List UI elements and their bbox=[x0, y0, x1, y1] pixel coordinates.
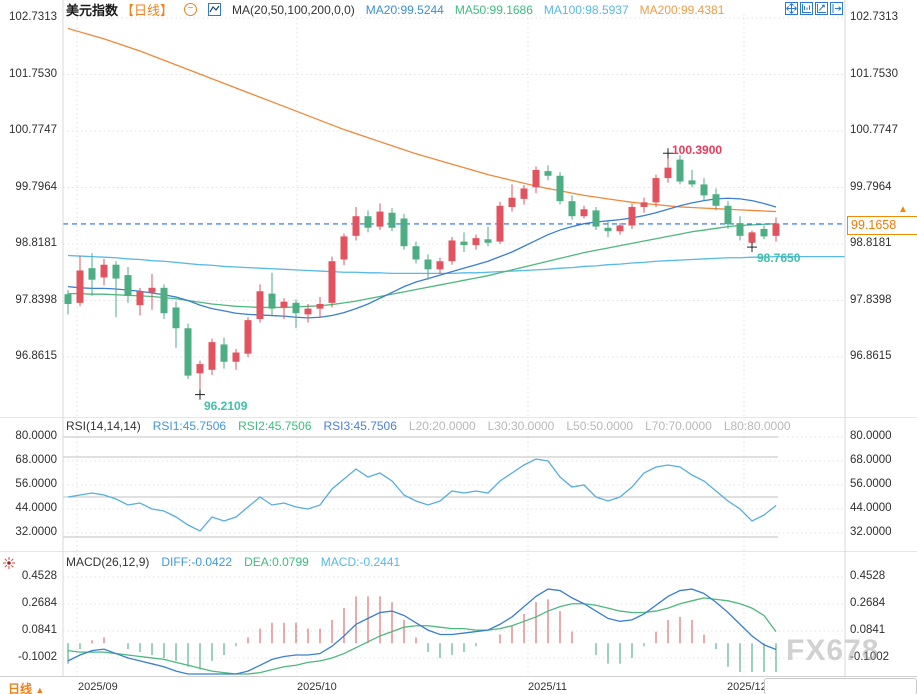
rsi-y-axis-label: 32.0000 bbox=[850, 526, 892, 538]
main-y-axis-label: 96.8615 bbox=[850, 350, 892, 363]
rsi-name: RSI(14,14,14) bbox=[66, 419, 141, 433]
main-y-axis-label: 101.7530 bbox=[850, 67, 898, 80]
rsi-l20: L20:20.0000 bbox=[408, 419, 476, 433]
macd-name: MACD(26,12,9) bbox=[66, 555, 150, 569]
month-label-nov: 2025/11 bbox=[528, 681, 567, 693]
rsi-y-axis-label: 80.0000 bbox=[850, 430, 892, 442]
rsi2-value: RSI2:45.7506 bbox=[238, 419, 312, 433]
jump-latest-icon[interactable] bbox=[830, 2, 843, 15]
indicator-icon[interactable] bbox=[2, 556, 16, 575]
rsi-l50: L50:50.0000 bbox=[566, 419, 634, 433]
chart-type-icon[interactable] bbox=[208, 3, 222, 16]
sep-low-price-label: 96.2109 bbox=[204, 399, 248, 413]
main-y-axis-label: 97.8398 bbox=[15, 293, 57, 306]
rsi1-value: RSI1:45.7506 bbox=[152, 419, 227, 433]
main-y-axis-label: 100.7747 bbox=[850, 124, 898, 136]
interval-tag: 【日线】 bbox=[121, 3, 174, 18]
rsi-l70: L70:70.0000 bbox=[645, 419, 712, 433]
main-y-axis-label: 98.8181 bbox=[15, 237, 57, 250]
macd-y-axis-label: 0.0841 bbox=[21, 623, 57, 636]
month-label-sep: 2025/09 bbox=[78, 681, 118, 693]
collapse-icon[interactable]: − bbox=[184, 3, 198, 16]
main-y-axis-label: 99.7964 bbox=[15, 180, 57, 193]
diff-value: DIFF:-0.0422 bbox=[161, 555, 233, 569]
rsi3-value: RSI3:45.7506 bbox=[323, 419, 397, 433]
watermark: FX678 bbox=[786, 634, 880, 667]
rsi-y-axis-label: 44.0000 bbox=[15, 502, 57, 514]
rsi-y-axis-label: 56.0000 bbox=[15, 478, 57, 490]
rsi-y-axis-label: 68.0000 bbox=[15, 454, 57, 466]
month-label-oct: 2025/10 bbox=[297, 681, 337, 693]
main-y-axis-label: 97.8398 bbox=[850, 293, 892, 306]
symbol-title: 美元指数 bbox=[66, 3, 119, 18]
macd-y-axis-label: -0.1002 bbox=[17, 650, 57, 663]
rsi-y-axis-label: 56.0000 bbox=[850, 478, 892, 490]
scale-x-icon[interactable] bbox=[815, 2, 828, 15]
main-y-axis-label: 96.8615 bbox=[15, 350, 57, 363]
main-y-axis-label: 102.7313 bbox=[850, 11, 898, 23]
interval-button[interactable]: 日线 ▲ bbox=[8, 682, 45, 694]
main-y-axis-label: 101.7530 bbox=[9, 67, 57, 80]
rsi-y-axis-label: 32.0000 bbox=[15, 526, 57, 538]
ma50-value: MA50:99.1686 bbox=[454, 2, 533, 17]
main-y-axis-label: 99.7964 bbox=[850, 180, 892, 193]
rsi-header: RSI(14,14,14) RSI1:45.7506 RSI2:45.7506 … bbox=[66, 419, 791, 433]
main-y-axis-label: 98.8181 bbox=[850, 237, 892, 250]
scale-y-icon[interactable] bbox=[800, 2, 813, 15]
rsi-y-axis-label: 68.0000 bbox=[850, 454, 892, 466]
main-y-axis-label: 102.7313 bbox=[9, 11, 57, 23]
main-y-axis-label: 100.7747 bbox=[9, 124, 57, 136]
ma20-value: MA20:99.5244 bbox=[365, 2, 444, 17]
dea-value: DEA:0.0799 bbox=[244, 555, 309, 569]
rsi-y-axis-label: 80.0000 bbox=[15, 430, 57, 442]
ma200-value: MA200:99.4381 bbox=[639, 2, 725, 17]
ma100-value: MA100:98.5937 bbox=[543, 2, 629, 17]
macd-y-axis-label: 0.4528 bbox=[21, 569, 57, 582]
rsi-l80: L80:80.0000 bbox=[723, 419, 791, 433]
pan-icon[interactable] bbox=[785, 2, 798, 15]
macd-value: MACD:-0.2441 bbox=[320, 555, 401, 569]
macd-y-axis-label: 0.2684 bbox=[850, 596, 886, 609]
chart-header: 美元指数 【日线】 − MA(20,50,100,200,0,0) MA20:9… bbox=[66, 2, 725, 19]
high-price-label: 100.3900 bbox=[672, 143, 723, 157]
macd-y-axis-label: 0.2684 bbox=[21, 596, 57, 609]
price-up-arrow-icon: ▲ bbox=[898, 204, 908, 215]
macd-y-axis-label: -0.1002 bbox=[850, 650, 890, 663]
macd-header: MACD(26,12,9) DIFF:-0.0422 DEA:0.0799 MA… bbox=[66, 555, 400, 569]
current-price-tag: 99.1658 bbox=[847, 216, 917, 235]
ma-settings-label: MA(20,50,100,200,0,0) bbox=[232, 2, 355, 17]
h-scrollbar[interactable] bbox=[764, 678, 917, 694]
dec-low-price-label: 98.7650 bbox=[757, 251, 801, 265]
month-label-dec: 2025/12 bbox=[727, 681, 767, 693]
triangle-up-icon: ▲ bbox=[35, 685, 45, 694]
chart-toolbar bbox=[785, 2, 843, 15]
macd-y-axis-label: 0.4528 bbox=[850, 569, 886, 582]
time-axis-bar: 日线 ▲ 2025/09 2025/10 2025/11 2025/12 bbox=[0, 676, 917, 694]
macd-y-axis-label: 0.0841 bbox=[850, 623, 886, 636]
rsi-y-axis-label: 44.0000 bbox=[850, 502, 892, 514]
rsi-l30: L30:30.0000 bbox=[487, 419, 555, 433]
